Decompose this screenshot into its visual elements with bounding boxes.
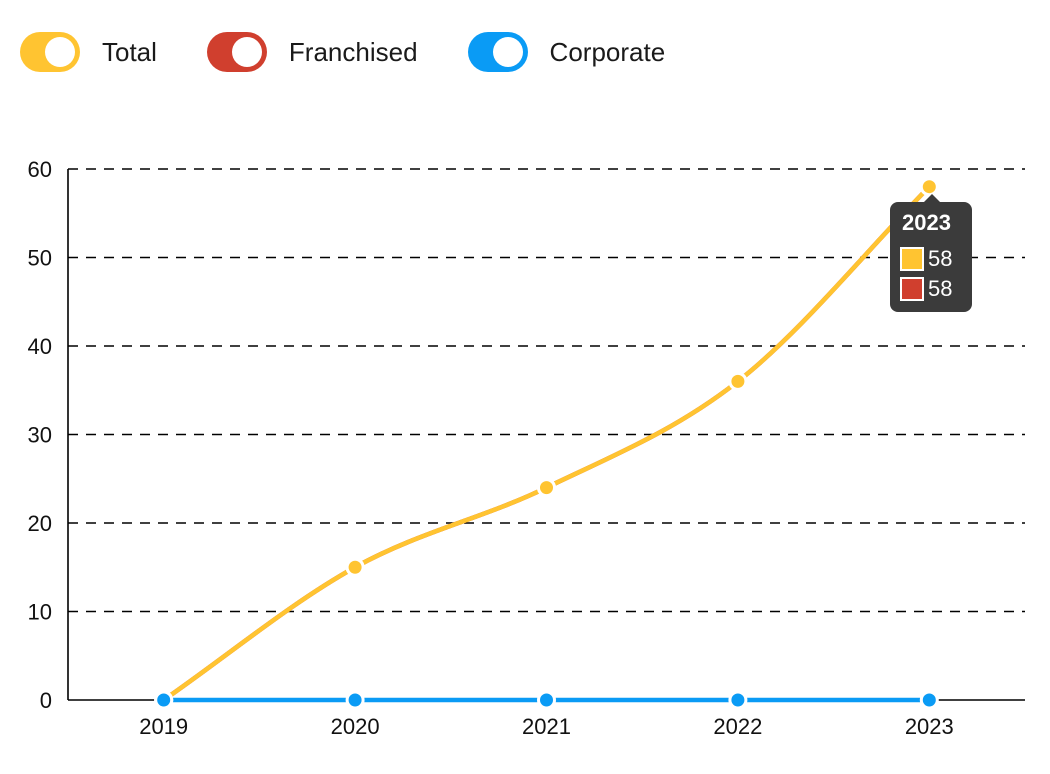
toggle-switch-franchised[interactable] [206, 32, 267, 72]
x-tick-label: 2022 [713, 714, 762, 739]
series-line-total [161, 184, 932, 703]
toggle-switch-total[interactable] [20, 32, 80, 72]
data-point-total [537, 478, 556, 498]
data-point-corporate [919, 690, 939, 710]
x-tick-label: 2019 [139, 714, 188, 739]
legend-label-total: Total [102, 36, 157, 67]
tooltip: 2023 58 58 [890, 194, 972, 312]
legend-item-corporate[interactable]: Corporate [467, 32, 666, 72]
tooltip-row: 58 [900, 246, 952, 272]
tooltip-swatch [900, 247, 924, 271]
legend-label-corporate: Corporate [549, 36, 666, 67]
legend-label-franchised: Franchised [288, 36, 418, 67]
series-line-franchised [161, 184, 932, 703]
data-point-corporate [728, 690, 748, 710]
legend-item-franchised[interactable]: Franchised [206, 32, 418, 72]
x-tick-label: 2023 [905, 714, 954, 739]
toggle-knob [231, 37, 262, 67]
y-tick-label: 50 [28, 246, 52, 271]
data-point-corporate [154, 690, 174, 710]
tooltip-row: 58 [900, 276, 952, 302]
legend: Total Franchised Corporate [20, 30, 715, 74]
toggle-switch-corporate[interactable] [467, 32, 528, 72]
data-point-total [728, 371, 748, 391]
y-tick-label: 0 [40, 688, 52, 713]
data-point-total [919, 177, 939, 197]
y-tick-label: 10 [28, 600, 52, 625]
data-point-corporate [537, 690, 556, 710]
y-tick-label: 20 [28, 511, 52, 536]
tooltip-value: 58 [928, 246, 953, 271]
tooltip-title: 2023 [902, 210, 951, 235]
toggle-knob [492, 37, 523, 67]
y-tick-label: 60 [28, 157, 52, 182]
legend-item-total[interactable]: Total [20, 32, 157, 72]
x-tick-label: 2020 [331, 714, 380, 739]
tooltip-value: 58 [928, 276, 953, 301]
y-tick-label: 30 [28, 423, 52, 448]
data-point-corporate [345, 690, 365, 710]
toggle-knob [45, 37, 75, 67]
tooltip-arrow [924, 194, 940, 202]
tooltip-swatch [900, 277, 924, 301]
y-tick-label: 40 [28, 334, 52, 359]
x-tick-label: 2021 [522, 714, 571, 739]
data-point-total [345, 557, 365, 577]
